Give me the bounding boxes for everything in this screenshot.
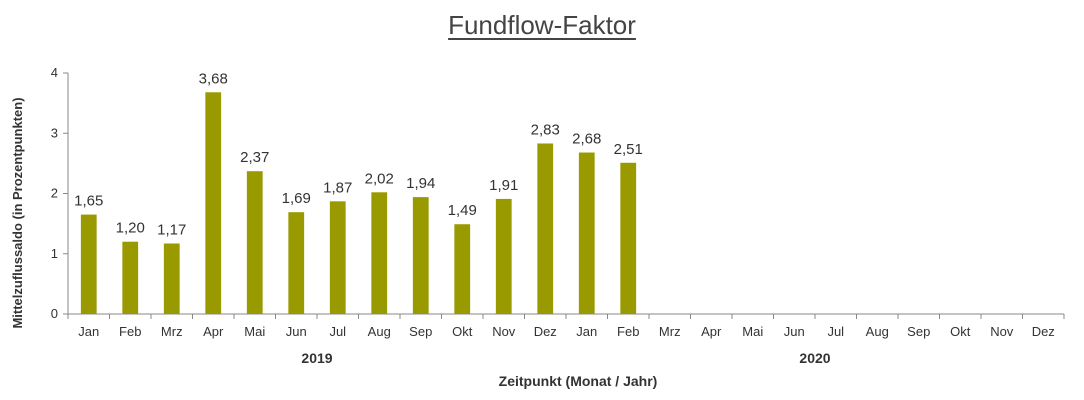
x-tick-label: Apr <box>701 324 722 339</box>
x-tick-label: Nov <box>990 324 1014 339</box>
chart-title: Fundflow-Faktor <box>448 10 636 40</box>
bar-value-label: 2,51 <box>614 141 643 158</box>
x-tick-label: Dez <box>534 324 557 339</box>
x-tick-label: Jun <box>784 324 805 339</box>
bar-value-label: 2,68 <box>572 131 601 148</box>
x-tick-label: Jun <box>286 324 307 339</box>
bar <box>288 212 305 314</box>
bar <box>371 192 388 314</box>
bar <box>246 171 263 314</box>
y-tick-label: 2 <box>51 186 58 201</box>
x-tick-label: Okt <box>452 324 473 339</box>
x-tick-label: Sep <box>907 324 930 339</box>
bar-value-label: 2,37 <box>240 149 269 166</box>
bar-value-label: 3,68 <box>199 70 228 87</box>
x-tick-label: Jan <box>78 324 99 339</box>
x-tick-label: Okt <box>950 324 971 339</box>
bar-value-label: 1,69 <box>282 190 311 207</box>
x-tick-label: Jan <box>576 324 597 339</box>
bar <box>454 224 471 314</box>
x-tick-label: Feb <box>617 324 639 339</box>
bar-value-label: 1,20 <box>116 220 145 237</box>
year-group-label: 2019 <box>301 350 332 366</box>
bar <box>163 243 180 314</box>
x-tick-label: Dez <box>1032 324 1055 339</box>
y-axis-label: Mittelzuflussaldo (in Prozentpunkten) <box>10 97 25 328</box>
x-axis-label: Zeitpunkt (Monat / Jahr) <box>499 373 658 389</box>
x-tick-label: Mai <box>244 324 265 339</box>
y-tick-label: 0 <box>51 306 58 321</box>
bar-value-label: 1,91 <box>489 177 518 194</box>
bar-value-label: 1,17 <box>157 222 186 239</box>
x-tick-label: Jul <box>827 324 844 339</box>
bar-value-label: 1,94 <box>406 175 435 192</box>
bar <box>205 92 222 314</box>
y-tick-label: 4 <box>51 65 58 80</box>
y-tick-label: 1 <box>51 246 58 261</box>
bar <box>578 152 595 314</box>
year-group-label: 2020 <box>799 350 830 366</box>
bar-value-label: 1,65 <box>74 193 103 210</box>
bar-value-label: 1,49 <box>448 202 477 219</box>
x-tick-label: Nov <box>492 324 516 339</box>
x-tick-label: Mrz <box>161 324 183 339</box>
bar <box>537 143 554 314</box>
y-tick-label: 3 <box>51 125 58 140</box>
bar <box>329 201 346 314</box>
x-tick-label: Aug <box>866 324 889 339</box>
x-tick-label: Mrz <box>659 324 681 339</box>
bar <box>412 197 429 314</box>
bar-value-label: 2,83 <box>531 121 560 138</box>
bar-value-label: 2,02 <box>365 170 394 187</box>
x-tick-label: Aug <box>368 324 391 339</box>
bar <box>620 162 637 314</box>
x-tick-label: Sep <box>409 324 432 339</box>
bar-value-label: 1,87 <box>323 179 352 196</box>
bar <box>80 214 97 314</box>
x-tick-label: Apr <box>203 324 224 339</box>
x-tick-label: Feb <box>119 324 141 339</box>
bar <box>495 198 512 314</box>
x-tick-label: Jul <box>329 324 346 339</box>
x-tick-label: Mai <box>742 324 763 339</box>
bar <box>122 241 139 314</box>
